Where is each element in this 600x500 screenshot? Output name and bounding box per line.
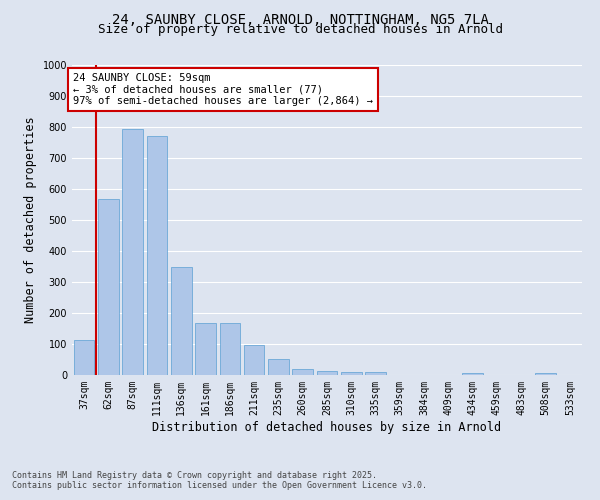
Text: 24 SAUNBY CLOSE: 59sqm
← 3% of detached houses are smaller (77)
97% of semi-deta: 24 SAUNBY CLOSE: 59sqm ← 3% of detached … (73, 72, 373, 106)
Bar (195, 323, 216, 375)
Y-axis label: Number of detached properties: Number of detached properties (24, 116, 37, 324)
Text: Contains HM Land Registry data © Crown copyright and database right 2025.: Contains HM Land Registry data © Crown c… (12, 471, 377, 480)
Bar (244, 345, 265, 375)
X-axis label: Distribution of detached houses by size in Arnold: Distribution of detached houses by size … (152, 420, 502, 434)
Bar (74, 340, 94, 375)
Bar (341, 372, 362, 375)
Bar (535, 373, 556, 375)
Text: 24, SAUNBY CLOSE, ARNOLD, NOTTINGHAM, NG5 7LA: 24, SAUNBY CLOSE, ARNOLD, NOTTINGHAM, NG… (112, 12, 488, 26)
Bar (268, 359, 289, 375)
Bar (463, 373, 483, 375)
Bar (220, 323, 240, 375)
Text: Contains public sector information licensed under the Open Government Licence v3: Contains public sector information licen… (12, 481, 427, 490)
Bar (317, 371, 337, 375)
Bar (171, 266, 191, 375)
Text: Size of property relative to detached houses in Arnold: Size of property relative to detached ho… (97, 22, 503, 36)
Bar (122, 129, 143, 375)
Bar (365, 372, 386, 375)
Bar (98, 199, 119, 375)
Bar (292, 370, 313, 375)
Bar (146, 136, 167, 375)
